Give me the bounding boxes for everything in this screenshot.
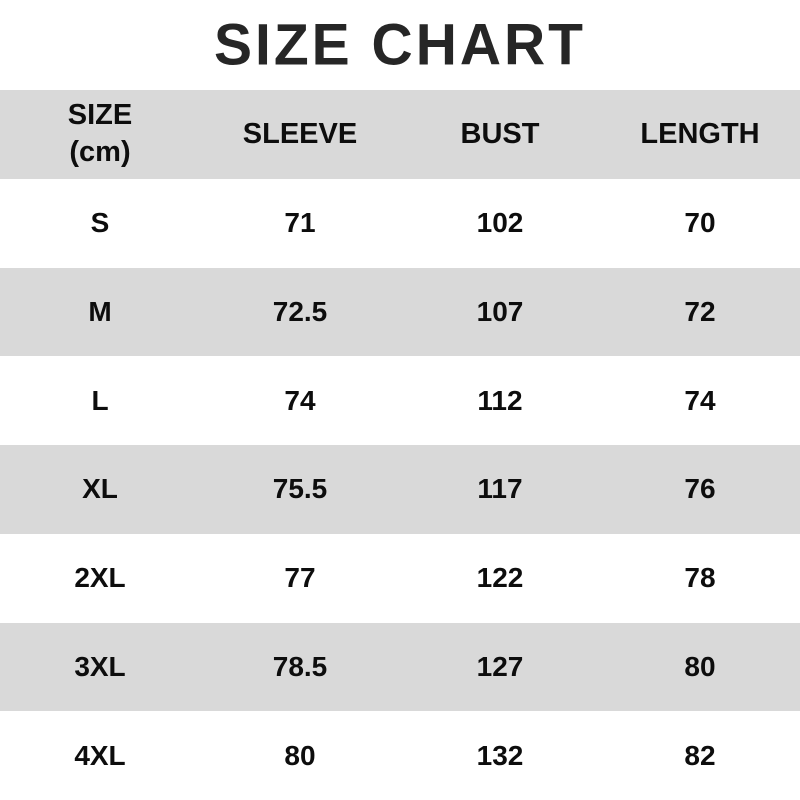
table-row: S 71 102 70 [0, 179, 800, 268]
bust-cell: 132 [476, 739, 524, 771]
table-row: M 72.5 107 72 [0, 267, 800, 357]
bust-cell: 122 [476, 562, 524, 594]
column-header-bust: BUST [460, 117, 540, 150]
length-cell: 74 [684, 384, 716, 416]
column-header-sleeve: SLEEVE [242, 117, 358, 150]
length-cell: 70 [684, 207, 716, 239]
column-header-length: LENGTH [640, 117, 760, 150]
column-header-size-unit: (cm) [69, 136, 131, 169]
sleeve-cell: 80 [284, 739, 316, 771]
size-cell: S [90, 207, 110, 239]
size-cell: 2XL [74, 562, 126, 594]
table-row: 2XL 77 122 78 [0, 534, 800, 623]
bust-cell: 102 [476, 207, 524, 239]
size-cell: 3XL [74, 650, 126, 682]
size-chart-table: SIZE (cm) SLEEVE BUST LENGTH S 71 102 70… [0, 90, 800, 800]
length-cell: 82 [684, 739, 716, 771]
table-row: 3XL 78.5 127 80 [0, 622, 800, 712]
size-cell: L [91, 384, 109, 416]
sleeve-cell: 72.5 [272, 295, 328, 327]
size-cell: M [88, 295, 112, 327]
column-header-size-label: SIZE [67, 98, 133, 131]
bust-cell: 107 [476, 295, 524, 327]
table-row: L 74 112 74 [0, 356, 800, 445]
table-header-row: SIZE (cm) SLEEVE BUST LENGTH [0, 90, 800, 179]
bust-cell: 117 [477, 473, 523, 505]
table-row: 4XL 80 132 82 [0, 711, 800, 800]
sleeve-cell: 74 [284, 384, 316, 416]
size-cell: XL [82, 473, 118, 505]
bust-cell: 112 [477, 384, 523, 416]
length-cell: 72 [684, 295, 716, 327]
bust-cell: 127 [476, 650, 524, 682]
size-cell: 4XL [74, 739, 126, 771]
sleeve-cell: 77 [284, 562, 316, 594]
length-cell: 78 [684, 562, 716, 594]
page-title: SIZE CHART [214, 11, 586, 78]
sleeve-cell: 71 [284, 207, 316, 239]
sleeve-cell: 78.5 [272, 650, 328, 682]
length-cell: 76 [684, 473, 716, 505]
sleeve-cell: 75.5 [272, 473, 328, 505]
table-row: XL 75.5 117 76 [0, 445, 800, 534]
title-bar: SIZE CHART [0, 0, 800, 90]
column-header-size: SIZE (cm) [0, 90, 200, 179]
length-cell: 80 [684, 650, 716, 682]
